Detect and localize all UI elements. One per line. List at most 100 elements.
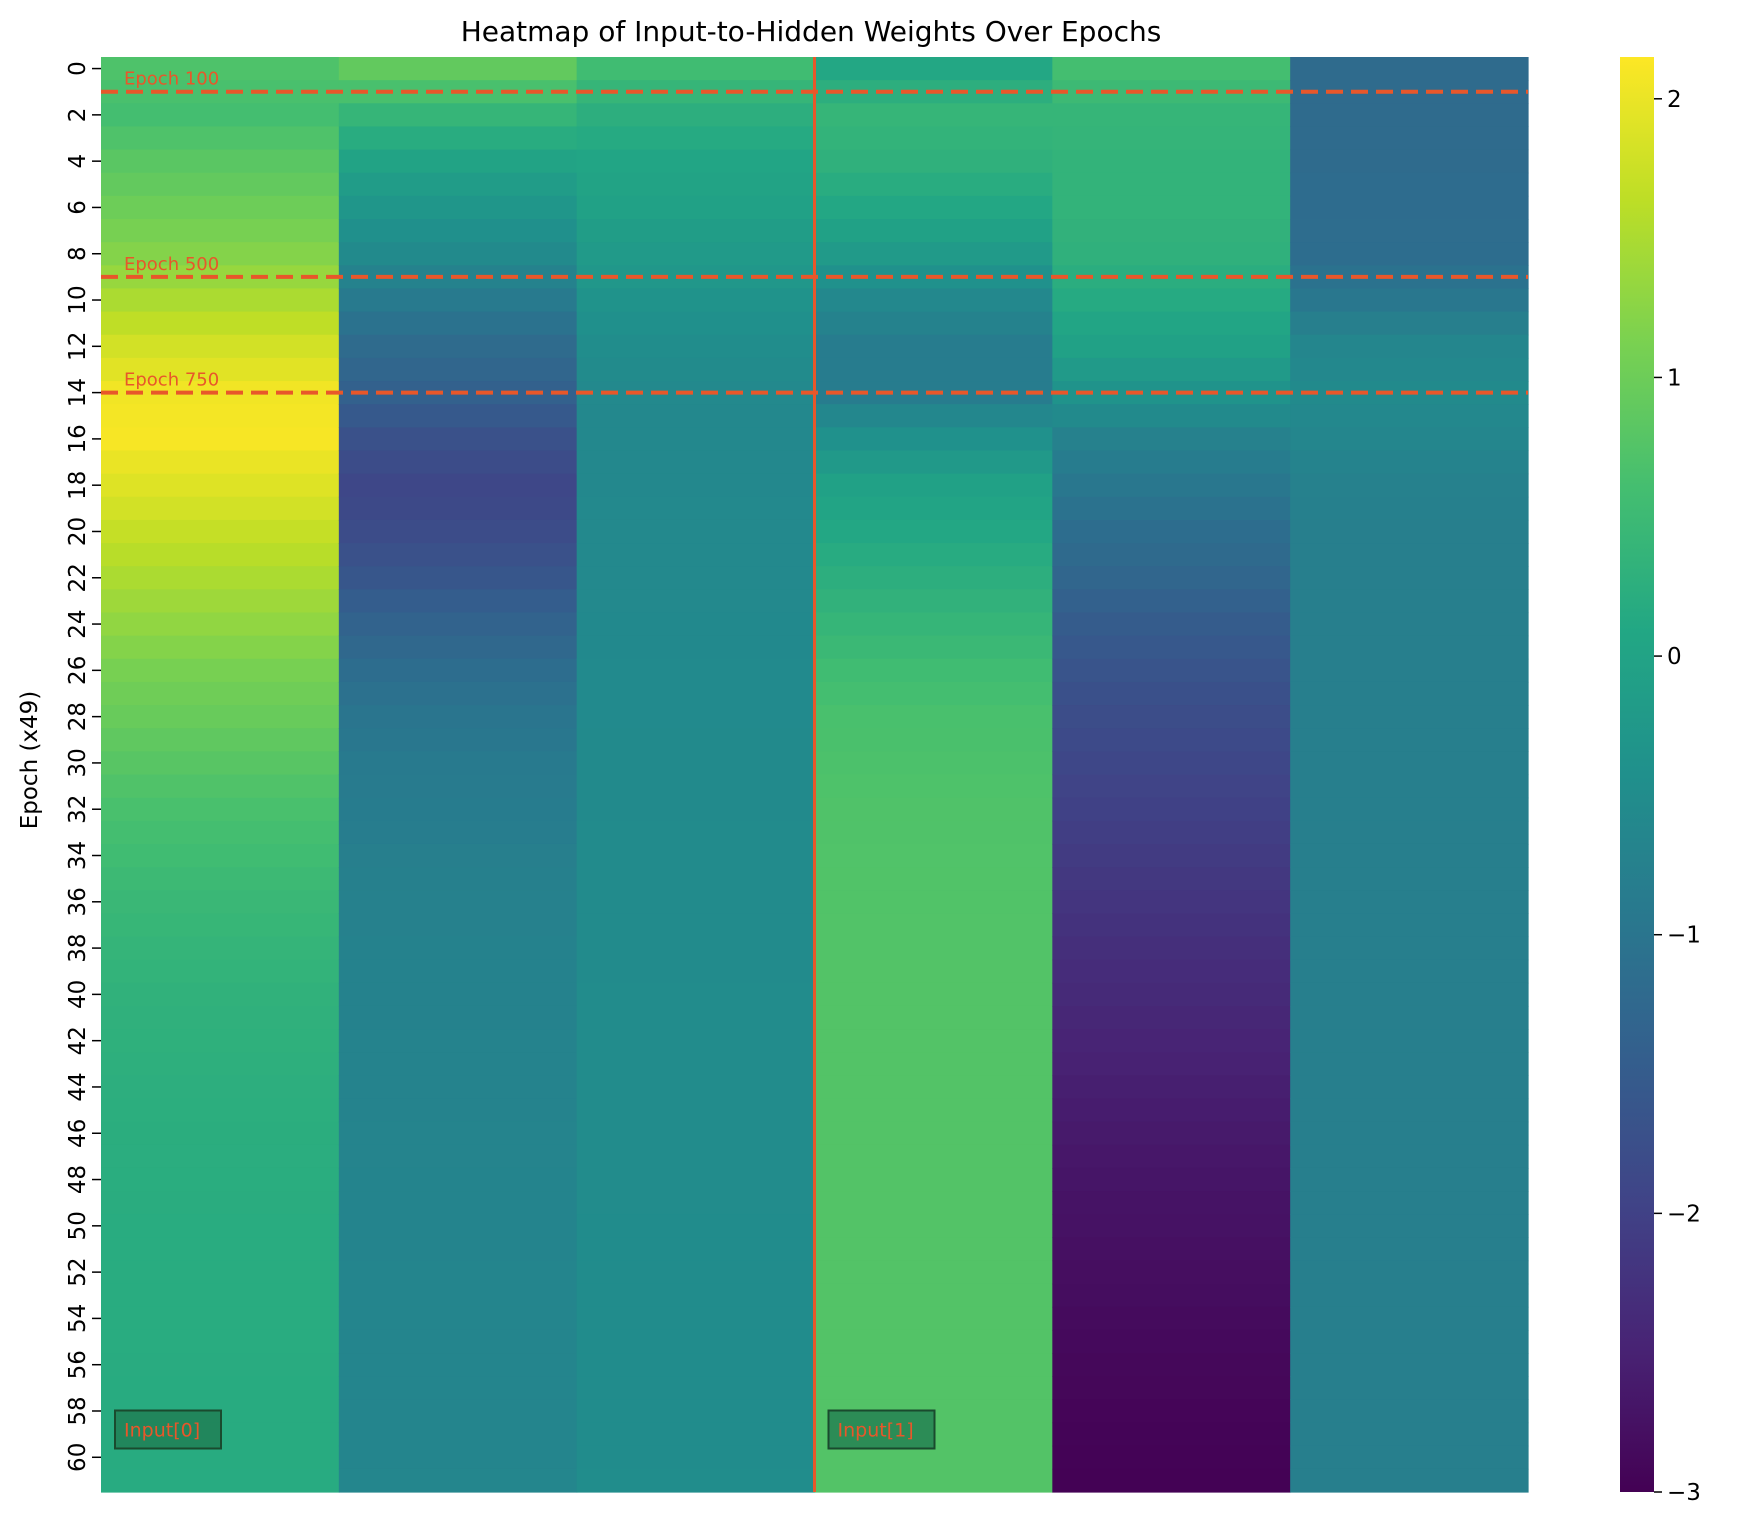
heatmap-cell xyxy=(1052,890,1291,914)
heatmap-cell xyxy=(1290,959,1529,984)
heatmap-cell xyxy=(101,242,340,266)
heatmap-cell xyxy=(576,1283,816,1308)
heatmap-cell xyxy=(576,172,816,197)
heatmap-cell xyxy=(338,1468,578,1493)
heatmap-cell xyxy=(1290,728,1529,752)
heatmap-cell xyxy=(1290,1353,1529,1377)
y-tick-label: 28 xyxy=(65,702,91,731)
heatmap-cell xyxy=(1052,797,1291,822)
heatmap-cell xyxy=(101,1005,340,1030)
heatmap-cell xyxy=(338,890,578,914)
heatmap-cell xyxy=(576,1376,816,1401)
input-label-text: Input[1] xyxy=(838,1420,914,1442)
heatmap-cell xyxy=(1290,473,1529,498)
heatmap-cell xyxy=(1290,219,1529,243)
heatmap-cell xyxy=(101,80,340,104)
heatmap-cell xyxy=(1290,1029,1529,1053)
heatmap-cell xyxy=(1052,57,1291,81)
heatmap-cell xyxy=(338,172,578,197)
input-label-text: Input[0] xyxy=(124,1420,200,1442)
heatmap-cell xyxy=(814,311,1053,336)
heatmap-cell xyxy=(1290,1376,1529,1401)
heatmap-cell xyxy=(1290,589,1529,614)
heatmap-cell xyxy=(101,543,340,567)
heatmap-cell xyxy=(576,149,816,174)
colorbar-tick-label: −1 xyxy=(1667,923,1701,949)
heatmap-cell xyxy=(576,1144,816,1169)
heatmap-cell xyxy=(338,1306,578,1331)
heatmap-cell xyxy=(814,1376,1053,1401)
heatmap-cell xyxy=(101,890,340,914)
heatmap-cell xyxy=(1052,959,1291,984)
heatmap-cell xyxy=(1052,867,1291,891)
heatmap-cell xyxy=(814,404,1053,428)
heatmap-cell xyxy=(338,219,578,243)
heatmap-cell xyxy=(1290,1306,1529,1331)
heatmap-cell xyxy=(338,1052,578,1076)
heatmap-cell xyxy=(814,126,1053,151)
heatmap-cell xyxy=(814,1353,1053,1377)
heatmap-cell xyxy=(1290,913,1529,938)
heatmap-cell xyxy=(576,357,816,382)
heatmap-cell xyxy=(814,519,1053,544)
colorbar-tick-label: 0 xyxy=(1667,644,1682,670)
y-tick-label: 14 xyxy=(65,378,91,407)
heatmap-cell xyxy=(814,589,1053,614)
heatmap-cell xyxy=(101,1445,340,1470)
heatmap-cell xyxy=(576,1167,816,1192)
heatmap-cell xyxy=(338,1329,578,1354)
heatmap-cell xyxy=(101,1260,340,1285)
heatmap-cell xyxy=(1052,1306,1291,1331)
heatmap-cell xyxy=(1290,982,1529,1007)
heatmap-cell xyxy=(1290,149,1529,174)
heatmap-cell xyxy=(1290,1167,1529,1192)
heatmap-cell xyxy=(1052,311,1291,336)
heatmap-cell xyxy=(814,288,1053,313)
y-tick-label: 10 xyxy=(65,285,91,314)
heatmap-cell xyxy=(814,1214,1053,1239)
heatmap-cell xyxy=(101,797,340,822)
heatmap-cell xyxy=(576,751,816,776)
heatmap-cell xyxy=(814,843,1053,868)
heatmap-cell xyxy=(338,1191,578,1215)
heatmap-cell xyxy=(1290,126,1529,151)
heatmap-cell xyxy=(814,728,1053,752)
heatmap-cell xyxy=(576,1237,816,1262)
heatmap-cell xyxy=(338,751,578,776)
heatmap-cell xyxy=(338,728,578,752)
heatmap-cell xyxy=(1290,1214,1529,1239)
heatmap-cell xyxy=(338,913,578,938)
heatmap-cell xyxy=(576,496,816,521)
heatmap-cell xyxy=(101,103,340,128)
heatmap-cell xyxy=(576,589,816,614)
heatmap-cell xyxy=(338,566,578,590)
heatmap-cell xyxy=(576,543,816,567)
heatmap-cell xyxy=(101,1052,340,1076)
heatmap-cell xyxy=(338,1214,578,1239)
heatmap-cell xyxy=(338,936,578,961)
heatmap-cell xyxy=(1290,820,1529,845)
heatmap-cell xyxy=(101,774,340,799)
heatmap-cell xyxy=(814,219,1053,243)
heatmap-cell xyxy=(338,334,578,359)
colorbar-tick-label: −2 xyxy=(1667,1201,1701,1227)
heatmap-cell xyxy=(101,1468,340,1493)
y-tick-label: 48 xyxy=(65,1165,91,1194)
y-tick-label: 36 xyxy=(65,887,91,916)
heatmap-cell xyxy=(814,1052,1053,1076)
heatmap-cell xyxy=(101,959,340,984)
heatmap-cell xyxy=(814,103,1053,128)
heatmap-cell xyxy=(576,843,816,868)
heatmap-cell xyxy=(101,1144,340,1169)
heatmap-cell xyxy=(101,658,340,683)
heatmap-cell xyxy=(1052,589,1291,614)
heatmap-cell xyxy=(576,1052,816,1076)
colorbar: 2 1 0 −1 −2 −3 xyxy=(1620,57,1701,1506)
heatmap-cell xyxy=(814,890,1053,914)
heatmap-cell xyxy=(338,1098,578,1123)
heatmap-cell xyxy=(101,172,340,197)
heatmap-cell xyxy=(814,473,1053,498)
heatmap-cell xyxy=(576,1260,816,1285)
heatmap-cell xyxy=(101,1353,340,1377)
